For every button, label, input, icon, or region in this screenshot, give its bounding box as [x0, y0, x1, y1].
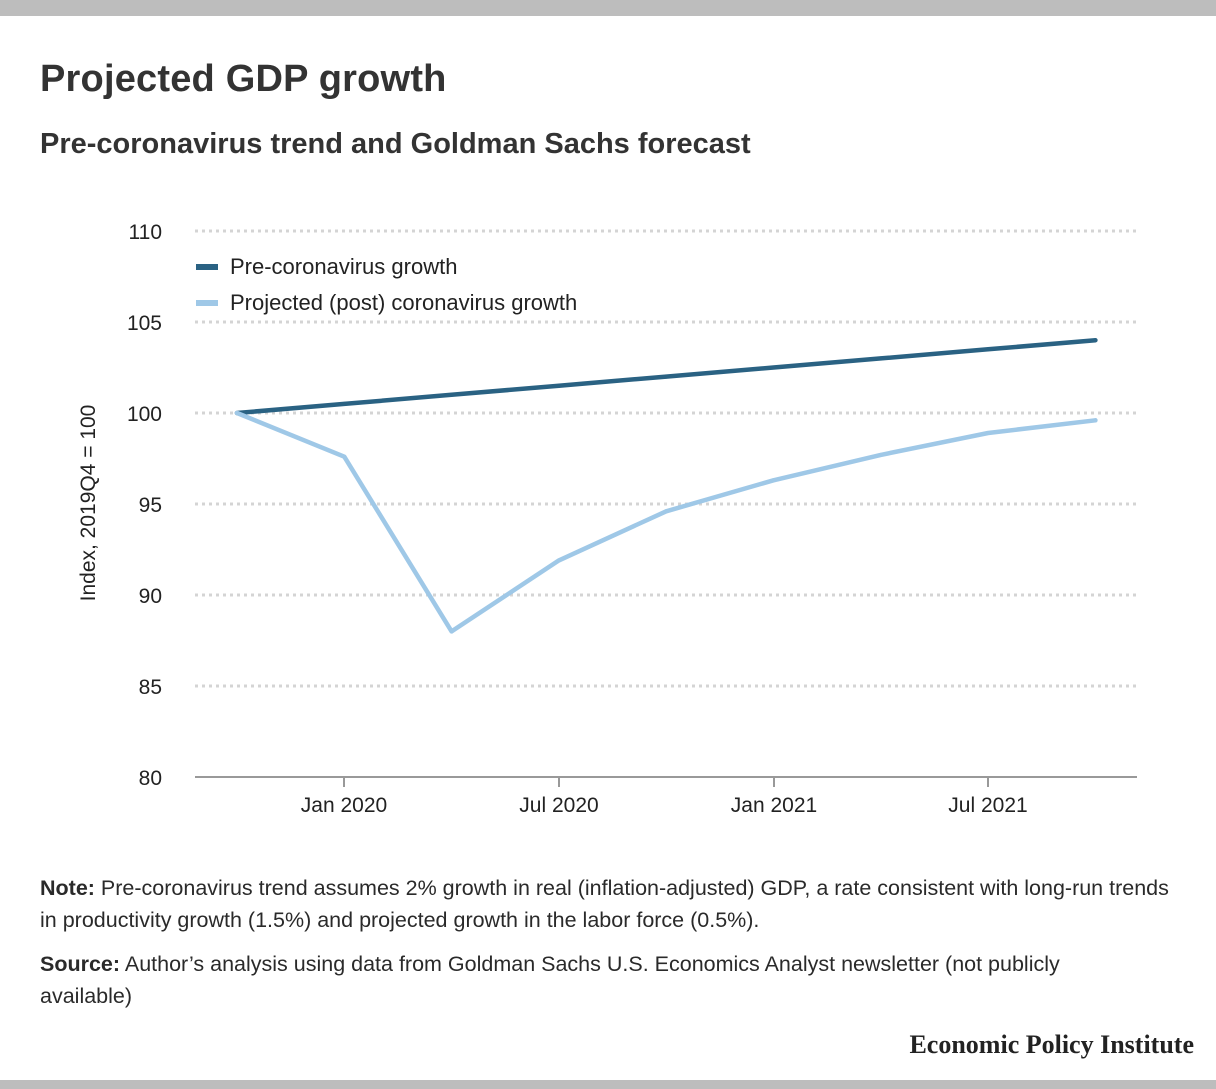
y-tick-label: 100: [127, 403, 162, 426]
y-tick-label: 90: [139, 585, 162, 608]
legend-swatch: [196, 300, 218, 306]
x-tick-label: Jul 2020: [519, 794, 598, 817]
data-point: [235, 411, 239, 415]
source-label: Source:: [40, 952, 121, 976]
data-point: [342, 454, 347, 459]
data-point: [556, 558, 561, 563]
gridlines: [195, 229, 1137, 688]
note-label: Note:: [40, 876, 95, 900]
legend-swatch: [196, 264, 218, 270]
note-text: Pre-coronavirus trend assumes 2% growth …: [40, 876, 1169, 932]
data-point: [878, 452, 883, 457]
data-point: [664, 374, 669, 379]
x-tick-label: Jul 2021: [948, 794, 1027, 817]
y-tick-label: 110: [129, 221, 162, 244]
bottom-band: [0, 1080, 1216, 1089]
source: Source: Author’s analysis using data fro…: [40, 948, 1150, 1012]
data-point: [986, 431, 991, 435]
y-axis-ticks: 80 85 90 95 100 105 110: [127, 221, 162, 790]
data-point: [556, 383, 561, 388]
brand-logo-text: Economic Policy Institute: [909, 1030, 1194, 1059]
data-point: [449, 629, 454, 634]
legend-label: Projected (post) coronavirus growth: [230, 290, 577, 315]
legend-label: Pre-coronavirus growth: [230, 254, 457, 279]
data-point: [771, 478, 776, 483]
x-tick-label: Jan 2020: [301, 794, 387, 817]
chart-subtitle: Pre-coronavirus trend and Goldman Sachs …: [40, 128, 751, 160]
data-point: [1093, 418, 1098, 423]
legend: Pre-coronavirus growth Projected (post) c…: [196, 254, 577, 315]
series-line-projected: [234, 410, 1098, 634]
source-text: Author’s analysis using data from Goldma…: [40, 952, 1060, 1008]
y-tick-label: 95: [139, 494, 162, 517]
note: Note: Pre-coronavirus trend assumes 2% g…: [40, 872, 1190, 936]
x-tick-label: Jan 2021: [731, 794, 817, 817]
data-point: [878, 356, 883, 361]
data-point: [342, 401, 347, 406]
y-tick-label: 105: [127, 312, 162, 335]
data-point: [986, 347, 991, 352]
series-lines: [234, 337, 1098, 634]
y-tick-label: 80: [139, 767, 162, 790]
top-band: [0, 0, 1216, 16]
y-tick-label: 85: [139, 676, 162, 699]
data-point: [664, 509, 669, 514]
data-point: [1093, 338, 1098, 343]
data-point: [771, 365, 776, 370]
chart-title: Projected GDP growth: [40, 58, 447, 100]
y-axis-label: Index, 2019Q4 = 100: [77, 405, 100, 602]
data-point: [449, 392, 454, 397]
x-axis: Jan 2020 Jul 2020 Jan 2021 Jul 2021: [195, 776, 1137, 817]
